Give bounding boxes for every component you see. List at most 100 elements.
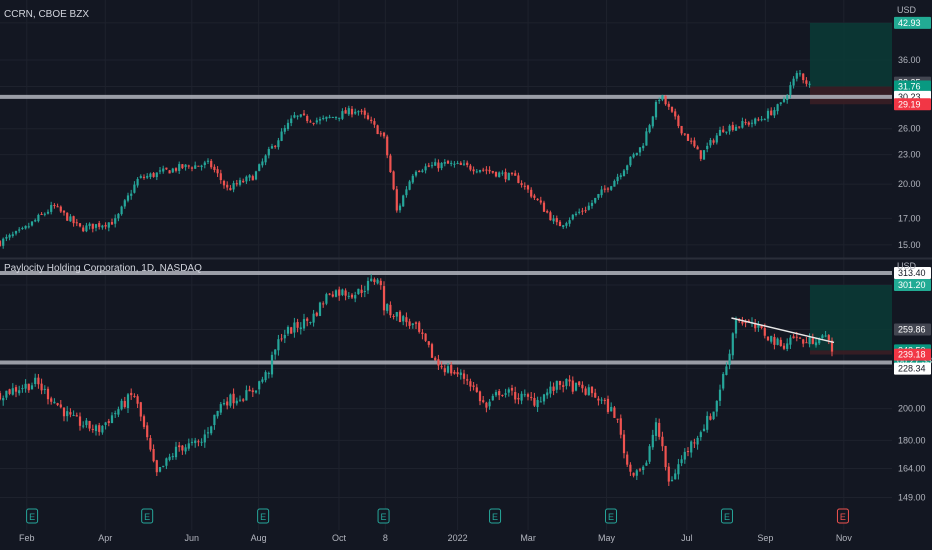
target-zone[interactable] [809,22,892,87]
candle-body [475,171,478,173]
ccrn-pane[interactable] [0,22,892,249]
candle-body [267,373,270,375]
candle-body [181,445,184,451]
candle-body [728,353,731,366]
candle-body [283,334,286,339]
candle-body [82,425,85,427]
candle-body [680,125,683,134]
candle-body [709,139,712,146]
candle-body [578,381,581,386]
candle-body [658,100,661,102]
price-tag-label: 301.20 [898,280,926,290]
earnings-marker[interactable]: E [489,508,502,524]
candle-body [555,380,558,390]
candle-body [98,223,101,227]
candle-body [232,393,235,404]
candle-body [149,438,152,450]
x-tick-label: 2022 [448,533,468,543]
candle-body [824,335,827,337]
price-tag-level[interactable]: 313.40 [894,266,931,279]
candle-body [616,418,619,420]
candle-body [504,393,507,395]
candle-body [373,121,376,125]
candle-body [235,183,238,185]
earnings-marker[interactable]: E [720,508,733,524]
candle-body [645,462,648,466]
candle-body [510,173,514,175]
candle-body [725,131,728,133]
candle-body [555,218,558,223]
price-tag-target[interactable]: 42.93 [894,16,931,29]
candle-body [110,415,114,424]
candle-body [782,345,786,349]
price-tag-label: 31.76 [898,81,921,91]
x-tick-label: Aug [251,533,267,543]
candle-body [472,385,475,387]
candle-body [770,335,773,342]
earnings-marker[interactable]: E [26,508,39,524]
candle-body [741,321,744,324]
stop-zone[interactable] [809,350,892,355]
candle-body [8,234,11,238]
price-tag-stop[interactable]: 29.19 [894,98,931,111]
candle-body [706,145,709,150]
candle-body [187,165,190,167]
candle-body [5,390,8,398]
price-tag-level[interactable]: 228.34 [894,362,931,375]
candle-body [43,213,46,215]
price-tag-info[interactable]: 259.86 [894,323,931,336]
candle-body [62,407,66,417]
earnings-marker-label: E [492,512,498,522]
candle-body [142,416,146,427]
candle-body [139,402,142,417]
candle-body [210,160,213,168]
candle-body [651,434,654,448]
candle-body [590,386,594,394]
target-zone[interactable] [809,284,892,351]
candle-body [174,446,178,458]
price-tag-target[interactable]: 301.20 [894,278,931,291]
time-axis[interactable]: Feb Apr Jun Aug Oct 8 2022 Mar May Jul Sep Nov [19,533,852,543]
candle-body [155,172,158,178]
candle-body [558,380,562,385]
earnings-marker[interactable]: E [257,508,270,524]
candle-body [376,279,379,284]
price-axis[interactable]: 15.0017.0020.0023.0026.0036.0042.9332.35… [894,16,932,503]
candle-body [466,379,469,381]
earnings-marker[interactable]: E [605,508,618,524]
candle-body [366,115,370,120]
earnings-marker[interactable]: E [836,508,849,524]
candle-body [590,202,594,206]
candle-body [485,402,488,408]
candle-body [306,116,309,122]
candle-body [677,464,680,475]
price-tag-last[interactable]: 31.76 [894,80,931,93]
x-tick-label: Mar [520,533,536,543]
candle-body [600,189,603,196]
candle-body [350,294,354,298]
price-tag-label: 259.86 [898,325,926,335]
earnings-marker[interactable]: E [141,508,154,524]
candle-body [664,95,667,105]
trendline[interactable] [731,317,835,344]
candle-body [360,110,363,112]
price-tag-stop[interactable]: 239.18 [894,348,931,361]
candle-body [565,378,568,386]
candle-body [517,175,520,183]
candle-body [437,162,440,169]
candle-body [114,413,117,415]
candle-body [626,454,629,465]
candle-body [72,414,75,416]
earnings-marker[interactable]: E [377,508,390,524]
candle-body [757,119,760,121]
candle-body [549,386,552,394]
candle-body [702,150,706,160]
x-tick-label: 8 [383,533,388,543]
candle-body [603,399,606,401]
candle-body [613,407,616,418]
candle-body [584,210,587,212]
candle-body [386,136,389,156]
candle-body [574,213,578,215]
